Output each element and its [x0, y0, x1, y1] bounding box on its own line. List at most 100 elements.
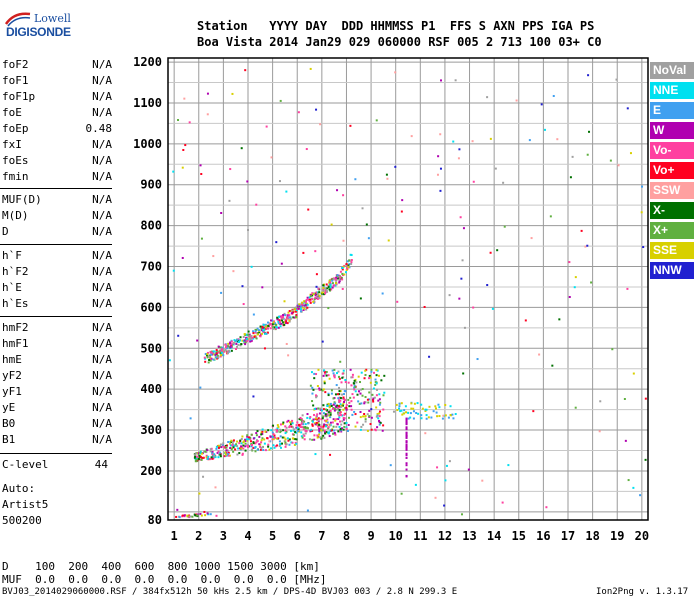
echo-point	[420, 417, 423, 420]
echo-point	[347, 381, 350, 384]
echo-point	[300, 310, 303, 313]
echo-point	[309, 384, 312, 387]
echo-point	[315, 296, 318, 299]
echo-point	[297, 111, 300, 114]
echo-point	[443, 504, 446, 507]
echo-point	[276, 444, 279, 447]
echo-point	[227, 454, 230, 457]
echo-point	[287, 317, 290, 320]
echo-point	[338, 399, 341, 402]
echo-point	[405, 411, 408, 414]
echo-point	[367, 237, 370, 240]
echo-point	[225, 444, 228, 447]
auto-line3: 500200	[2, 514, 42, 527]
echo-point	[294, 431, 297, 434]
echo-point	[311, 400, 314, 403]
echo-point	[227, 349, 230, 352]
echo-point	[264, 332, 267, 335]
echo-point	[338, 281, 341, 284]
echo-point	[177, 119, 180, 122]
echo-point	[246, 180, 249, 183]
echo-point	[304, 432, 307, 435]
echo-point	[341, 372, 344, 375]
echo-point	[318, 296, 321, 299]
echo-point	[299, 308, 302, 311]
echo-point	[322, 425, 325, 428]
echo-point	[227, 451, 230, 454]
echo-point	[438, 406, 441, 409]
echo-point	[295, 442, 298, 445]
echo-point	[343, 398, 346, 401]
echo-point	[337, 430, 340, 433]
echo-point	[458, 297, 461, 300]
echo-point	[328, 435, 331, 438]
echo-point	[290, 425, 293, 428]
echo-point	[405, 421, 408, 424]
echo-point	[376, 414, 379, 417]
param-hf2: h`F2 N/A	[2, 265, 112, 279]
echo-point	[256, 333, 259, 336]
echo-point	[366, 429, 369, 432]
echo-point	[348, 405, 351, 408]
echo-point	[249, 438, 252, 441]
echo-point	[353, 379, 356, 382]
echo-point	[284, 441, 287, 444]
echo-point	[344, 378, 347, 381]
echo-point	[210, 353, 213, 356]
echo-point	[285, 426, 288, 429]
echo-point	[321, 340, 324, 343]
echo-point	[311, 438, 314, 441]
echo-point	[219, 455, 222, 458]
echo-point	[275, 241, 278, 244]
echo-point	[331, 279, 334, 282]
echo-point	[219, 451, 222, 454]
echo-point	[272, 438, 275, 441]
echo-point	[551, 364, 554, 367]
echo-point	[342, 418, 345, 421]
echo-point	[172, 170, 175, 173]
echo-point	[242, 303, 245, 306]
echo-point	[287, 354, 290, 357]
echo-point	[320, 409, 323, 412]
echo-point	[302, 308, 305, 311]
echo-point	[260, 433, 263, 436]
echo-point	[347, 266, 350, 269]
echo-point	[221, 348, 224, 351]
echo-point	[338, 414, 341, 417]
echo-point	[247, 446, 250, 449]
echo-point	[288, 320, 291, 323]
echo-point	[294, 310, 297, 313]
echo-point	[216, 350, 219, 353]
echo-point	[325, 419, 328, 422]
echo-point	[364, 373, 367, 376]
echo-point	[444, 403, 447, 406]
echo-point	[447, 416, 450, 419]
echo-point	[240, 437, 243, 440]
param-name: M(D)	[2, 209, 29, 222]
echo-point	[398, 407, 401, 410]
echo-point	[639, 494, 642, 497]
echo-point	[345, 268, 348, 271]
echo-point	[315, 285, 318, 288]
echo-point	[425, 417, 428, 420]
echo-point	[197, 458, 200, 461]
echo-point	[281, 442, 284, 445]
echo-point	[312, 293, 315, 296]
echo-point	[309, 416, 312, 419]
echo-point	[311, 298, 314, 301]
echo-point	[524, 319, 527, 322]
echo-point	[599, 400, 602, 403]
echo-point	[334, 282, 337, 285]
echo-point	[339, 396, 342, 399]
echo-point	[216, 354, 219, 357]
echo-point	[267, 324, 270, 327]
echo-point	[349, 368, 352, 371]
echo-point	[311, 294, 314, 297]
echo-point	[338, 396, 341, 399]
x-tick-label: 13	[462, 529, 476, 543]
echo-point	[183, 514, 186, 517]
echo-point	[452, 140, 455, 143]
echo-point	[330, 429, 333, 432]
echo-point	[310, 428, 313, 431]
echo-point	[341, 404, 344, 407]
